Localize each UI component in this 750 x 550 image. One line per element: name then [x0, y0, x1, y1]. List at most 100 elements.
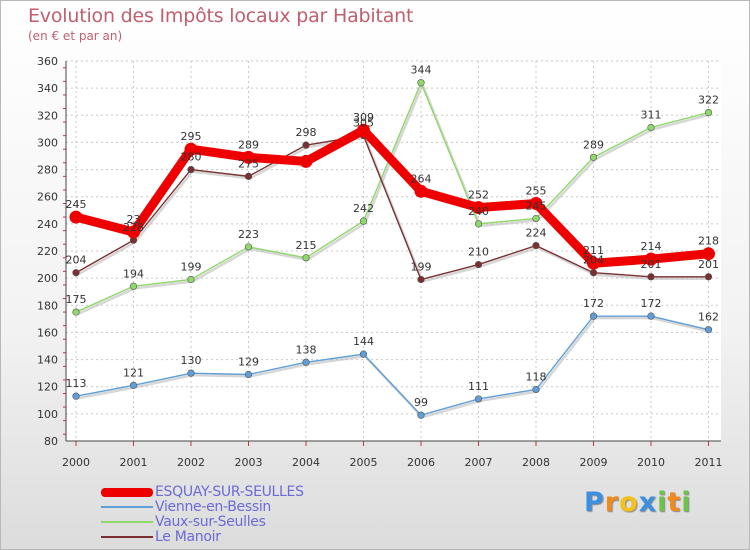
data-point	[244, 370, 253, 379]
data-label: 240	[468, 205, 489, 218]
data-point	[414, 184, 428, 198]
data-point	[299, 154, 313, 168]
data-point	[184, 142, 198, 156]
y-tick-label: 180	[37, 299, 58, 312]
data-point	[417, 275, 425, 284]
data-label: 199	[411, 261, 432, 274]
data-point	[72, 308, 80, 316]
series-line-vaux-sur-seulles	[75, 80, 709, 313]
data-label: 130	[181, 354, 202, 367]
data-label: 309	[353, 111, 374, 124]
series-line-esquay-sur-seulles	[71, 125, 713, 268]
proxiti-logo: Proxiti	[584, 487, 692, 518]
data-point	[529, 197, 543, 210]
data-point	[704, 108, 713, 117]
data-label: 214	[641, 240, 662, 253]
data-point	[417, 411, 425, 419]
legend-label: Vaux-sur-Seulles	[155, 514, 266, 530]
data-point	[472, 201, 485, 215]
data-label: 162	[698, 311, 719, 324]
data-point	[589, 312, 598, 320]
data-label: 252	[468, 189, 489, 202]
data-point	[532, 385, 540, 394]
data-label: 298	[296, 126, 317, 139]
y-tick-label: 220	[37, 245, 58, 258]
data-point	[647, 273, 655, 281]
data-label: 245	[526, 199, 547, 212]
data-label: 218	[698, 235, 719, 248]
data-point	[359, 350, 368, 358]
x-tick-label: 2006	[407, 456, 435, 469]
legend-swatch	[101, 521, 153, 523]
legend-label: Vienne-en-Bessin	[155, 499, 271, 515]
data-label: 255	[526, 185, 547, 198]
data-point	[589, 269, 598, 277]
x-tick-label: 2004	[292, 456, 320, 469]
data-point	[244, 172, 253, 180]
data-point	[129, 282, 138, 290]
data-label: 99	[414, 396, 428, 409]
y-tick-label: 120	[37, 381, 58, 394]
y-tick-label: 160	[37, 326, 58, 339]
data-label: 199	[181, 261, 202, 274]
logo-letter: i	[657, 487, 668, 518]
data-label: 121	[123, 366, 144, 379]
data-label: 194	[123, 267, 144, 280]
data-point	[647, 123, 655, 132]
data-label: 289	[238, 138, 259, 151]
data-point	[357, 123, 370, 137]
data-point	[474, 260, 483, 269]
data-label: 144	[353, 335, 374, 348]
data-label: 264	[411, 172, 432, 185]
data-label: 172	[641, 297, 662, 310]
legend-swatch	[101, 536, 153, 538]
data-point	[187, 369, 195, 377]
x-tick-label: 2005	[350, 456, 378, 469]
series-line-vaux-sur-seulles-shadow	[76, 81, 711, 316]
data-point	[187, 165, 195, 174]
x-tick-label: 2010	[637, 456, 665, 469]
x-tick-label: 2000	[62, 456, 90, 469]
data-label: 311	[641, 109, 662, 122]
logo-letter: t	[667, 487, 682, 518]
logo-letter: x	[638, 487, 658, 518]
y-tick-label: 140	[37, 354, 58, 367]
y-tick-label: 100	[37, 408, 58, 421]
data-point	[72, 392, 80, 400]
data-point	[302, 141, 310, 149]
data-point	[359, 217, 368, 225]
y-tick-label: 80	[44, 435, 58, 448]
y-tick-label: 360	[37, 55, 58, 68]
data-point	[244, 243, 253, 251]
legend-label: Le Manoir	[155, 529, 221, 545]
data-label: 344	[411, 64, 432, 77]
data-point	[702, 247, 715, 261]
data-label: 23	[127, 213, 141, 226]
y-tick-label: 300	[37, 136, 58, 149]
data-point	[127, 225, 140, 239]
data-label: 175	[66, 293, 87, 306]
y-tick-label: 260	[37, 191, 58, 204]
data-label: 118	[526, 370, 547, 383]
data-label: 322	[698, 94, 719, 107]
data-point	[474, 220, 483, 228]
x-tick-label: 2009	[580, 456, 608, 469]
chart-title: Evolution des Impôts locaux par Habitant	[28, 5, 414, 27]
data-label: 204	[66, 254, 87, 267]
data-label: 113	[66, 377, 87, 390]
logo-letter: r	[604, 487, 620, 518]
data-point	[647, 312, 655, 320]
series-line-le-manoir	[75, 134, 709, 281]
y-tick-label: 340	[37, 82, 58, 95]
x-tick-label: 2001	[120, 456, 148, 469]
data-label: 204	[583, 254, 604, 267]
data-point	[129, 381, 138, 389]
legend-swatch	[101, 487, 153, 497]
data-point	[69, 210, 83, 224]
data-point	[417, 79, 425, 87]
data-label: 289	[583, 138, 604, 151]
data-point	[72, 269, 80, 277]
x-tick-label: 2003	[235, 456, 263, 469]
data-point	[474, 395, 483, 403]
